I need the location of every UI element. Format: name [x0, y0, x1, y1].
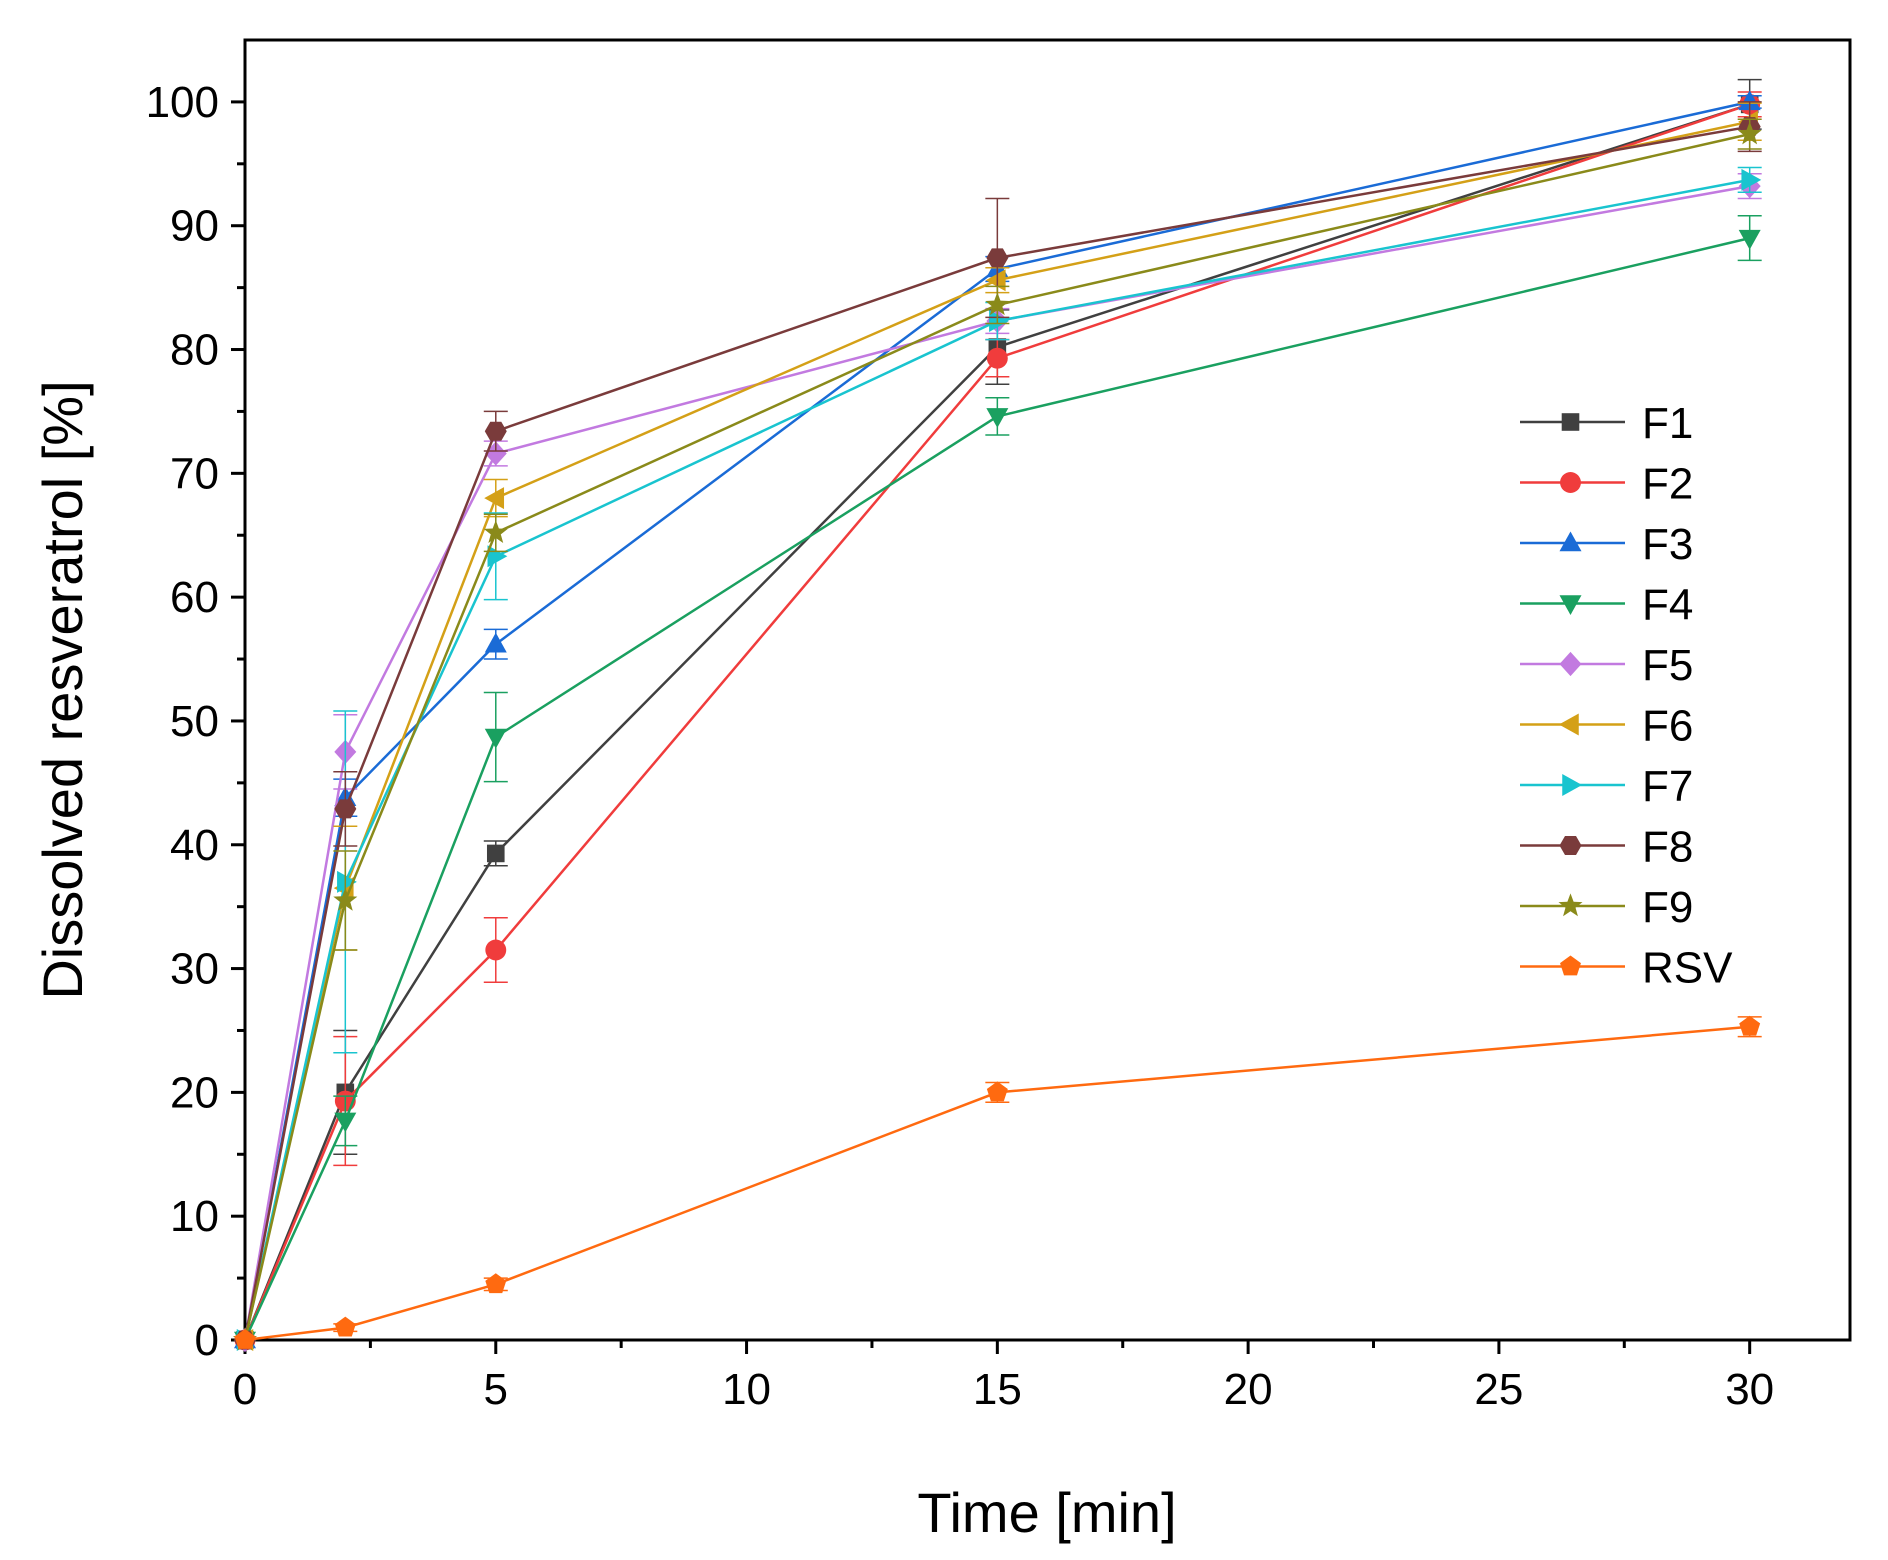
data-point	[484, 421, 507, 441]
data-point	[986, 347, 1008, 369]
legend-marker	[1559, 595, 1582, 616]
legend-marker	[1560, 955, 1581, 976]
legend-item-rsv: RSV	[1520, 944, 1733, 993]
x-tick-label: 15	[973, 1365, 1022, 1414]
legend-label: F8	[1642, 823, 1693, 872]
legend-label: F9	[1642, 883, 1693, 932]
data-point	[485, 939, 507, 961]
legend-item-f9: F9	[1520, 883, 1693, 932]
data-point	[333, 887, 358, 911]
series-f4	[234, 215, 1762, 1352]
series-rsv	[234, 1015, 1762, 1349]
legend-marker	[1558, 713, 1579, 736]
legend-label: F6	[1642, 702, 1693, 751]
x-axis-title: Time [min]	[917, 1481, 1176, 1544]
legend-item-f2: F2	[1520, 460, 1693, 509]
data-point	[483, 520, 508, 543]
legend-item-f5: F5	[1520, 641, 1693, 690]
legend-marker	[1562, 774, 1583, 796]
y-tick-label: 0	[195, 1316, 219, 1365]
data-point	[986, 248, 1009, 268]
series-layer	[232, 78, 1762, 1353]
legend-item-f7: F7	[1520, 762, 1693, 811]
legend-marker	[1558, 893, 1583, 917]
data-point	[1738, 90, 1761, 111]
y-tick-label: 60	[170, 573, 219, 622]
series-f9	[232, 118, 1762, 1351]
legend-item-f4: F4	[1520, 581, 1693, 630]
series-line-rsv	[244, 1025, 1750, 1342]
plot-frame	[243, 38, 1852, 1342]
data-point	[334, 799, 357, 819]
data-point	[337, 870, 357, 893]
data-point	[334, 1112, 357, 1133]
y-tick-label: 40	[170, 821, 219, 870]
y-axis-title: Dissolved resveratrol [%]	[31, 380, 94, 999]
data-point	[1737, 121, 1762, 145]
legend-label: F5	[1642, 641, 1693, 690]
legend-item-f6: F6	[1520, 702, 1693, 751]
legend-label: F3	[1642, 520, 1693, 569]
data-point	[484, 487, 505, 510]
y-tick-label: 10	[170, 1192, 219, 1241]
y-tick-label: 70	[170, 449, 219, 498]
legend-marker	[1560, 472, 1581, 493]
legend-label: F7	[1642, 762, 1693, 811]
legend-item-f8: F8	[1520, 823, 1693, 872]
axis-ticks: 0 5 10 15 20 25 30 0 10 20 30 40 50 60 70 80 90 100	[146, 78, 1775, 1414]
x-tick-label: 10	[722, 1365, 771, 1414]
legend-item-f3: F3	[1520, 520, 1693, 569]
legend-marker	[1561, 413, 1580, 431]
data-point	[1739, 1015, 1761, 1036]
data-point	[485, 1273, 507, 1294]
legend-label: F2	[1642, 460, 1693, 509]
data-point	[986, 1081, 1008, 1102]
legend-label: F4	[1642, 581, 1693, 630]
y-tick-label: 80	[170, 326, 219, 375]
x-tick-label: 0	[233, 1365, 257, 1414]
data-point	[484, 728, 507, 749]
legend-label: RSV	[1642, 944, 1733, 993]
x-tick-label: 5	[484, 1365, 508, 1414]
legend-item-f1: F1	[1520, 399, 1693, 448]
legend-marker	[1559, 651, 1582, 677]
data-point	[1738, 229, 1761, 250]
data-point	[486, 844, 505, 863]
y-tick-label: 50	[170, 697, 219, 746]
y-tick-label: 90	[170, 202, 219, 251]
legend-marker	[1559, 835, 1582, 856]
data-point	[484, 632, 507, 653]
x-tick-label: 20	[1224, 1365, 1273, 1414]
data-point	[234, 1329, 256, 1349]
data-point	[986, 408, 1009, 428]
y-tick-label: 20	[170, 1068, 219, 1117]
legend-label: F1	[1642, 399, 1693, 448]
data-point	[334, 1316, 356, 1337]
legend-marker	[1559, 531, 1582, 552]
x-tick-label: 30	[1725, 1365, 1774, 1414]
y-tick-label: 30	[170, 945, 219, 994]
data-point	[1741, 168, 1762, 191]
series-f1	[236, 78, 1762, 1349]
y-tick-label: 100	[146, 78, 219, 127]
data-point	[989, 310, 1009, 333]
data-point	[985, 292, 1010, 316]
x-tick-label: 25	[1474, 1365, 1523, 1414]
legend: F1 F2 F3 F4 F5 F6 F7 F8 F9 RSV	[1520, 399, 1733, 993]
